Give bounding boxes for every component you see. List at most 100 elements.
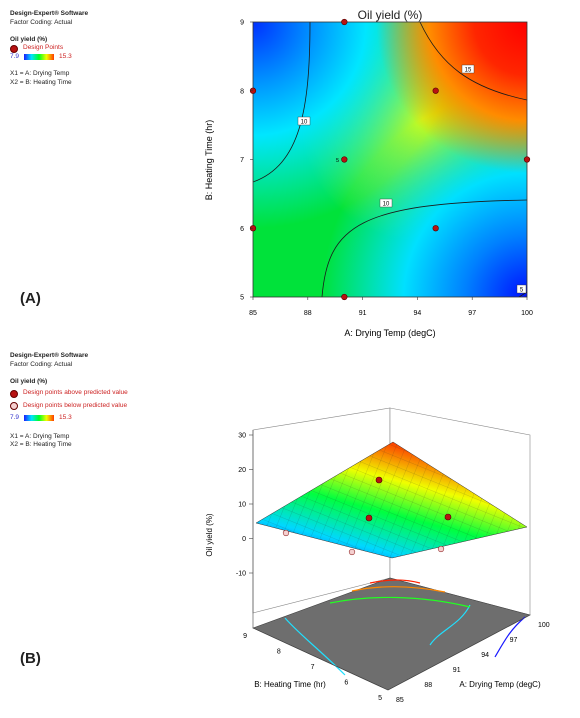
z-tick-label: 0 bbox=[242, 536, 246, 543]
z-tick-label: 20 bbox=[238, 467, 246, 474]
b-tick-label: 7 bbox=[311, 664, 315, 671]
floor-contour bbox=[369, 579, 421, 584]
contour-plot: 15 10 10 5 5 85 88 91 94 97 100 5 6 7 8 9 Oil yie… bbox=[204, 8, 533, 338]
y-tick-label: 9 bbox=[240, 20, 244, 27]
floor-contour bbox=[351, 586, 446, 593]
z-tick-label: -10 bbox=[236, 571, 246, 578]
a-tick-label: 97 bbox=[510, 637, 518, 644]
x-tick-label: 88 bbox=[304, 310, 312, 317]
surface-mesh bbox=[256, 442, 527, 558]
a-tick-label: 91 bbox=[453, 667, 461, 674]
svg-text:10: 10 bbox=[383, 202, 390, 208]
legend-software: Design-Expert® Software bbox=[10, 352, 89, 359]
z-tick-label: 30 bbox=[238, 433, 246, 440]
range-min: 7.9 bbox=[10, 413, 20, 421]
design-point bbox=[341, 156, 348, 163]
design-point-below bbox=[437, 545, 445, 553]
design-point-above bbox=[444, 513, 452, 521]
contour-line bbox=[253, 22, 311, 183]
design-point bbox=[523, 156, 531, 163]
range-max: 15.3 bbox=[59, 413, 72, 421]
b-tick-label: 6 bbox=[344, 680, 348, 687]
panel-a-contour: Design-Expert® Software Factor Coding: A… bbox=[0, 0, 580, 345]
legend-points: Design Points bbox=[23, 44, 64, 52]
panel-b-surface: Design-Expert® Software Factor Coding: A… bbox=[0, 345, 580, 718]
floor-contour bbox=[329, 596, 471, 608]
x-axis-label: A: Drying Temp (degC) bbox=[344, 328, 435, 338]
x-tick-label: 100 bbox=[521, 310, 533, 317]
color-gradient-bar bbox=[24, 415, 55, 422]
a-axis-ticks: 85 88 91 94 97 100 bbox=[396, 622, 550, 704]
y-tick-label: 8 bbox=[240, 88, 244, 95]
contour-line bbox=[419, 22, 527, 101]
range-max: 15.3 bbox=[59, 53, 72, 61]
legend-response: Oil yield (%) bbox=[10, 377, 48, 385]
a-axis-line bbox=[387, 614, 531, 691]
b-axis-line bbox=[252, 627, 389, 691]
design-point-icon bbox=[10, 44, 18, 53]
legend-coding: Factor Coding: Actual bbox=[10, 18, 73, 26]
z-axis-label: Oil yield (%) bbox=[205, 513, 214, 556]
b-tick-label: 5 bbox=[378, 695, 382, 702]
x-axis-ticks: 85 88 91 94 97 100 bbox=[249, 297, 533, 317]
b-axis-label: B: Heating Time (hr) bbox=[254, 680, 326, 689]
design-point-below bbox=[282, 529, 290, 537]
panel-b-label: (B) bbox=[20, 650, 41, 667]
design-point bbox=[432, 225, 439, 232]
legend-x1: X1 = A: Drying Temp bbox=[10, 69, 70, 77]
floor-contour bbox=[284, 617, 346, 676]
contour-label-10b: 10 bbox=[379, 198, 393, 208]
center-point-count: 5 bbox=[336, 158, 339, 164]
color-gradient-bar bbox=[24, 54, 55, 61]
design-point bbox=[341, 293, 348, 301]
x-tick-label: 91 bbox=[359, 310, 367, 317]
chart-title: Oil yield (%) bbox=[358, 8, 423, 22]
b-tick-label: 9 bbox=[243, 633, 247, 640]
b-axis-ticks: 5 6 7 8 9 bbox=[243, 633, 382, 702]
design-points bbox=[249, 18, 531, 301]
contour-label-10a: 10 bbox=[297, 116, 311, 126]
a-tick-label: 94 bbox=[481, 652, 489, 659]
design-point-above bbox=[365, 514, 373, 522]
contour-line bbox=[321, 199, 527, 297]
a-axis-label: A: Drying Temp (degC) bbox=[459, 680, 541, 689]
legend-a: Design-Expert® Software Factor Coding: A… bbox=[10, 10, 88, 87]
a-tick-label: 88 bbox=[424, 682, 432, 689]
legend-below: Design points below predicted value bbox=[23, 402, 128, 410]
point-above-icon bbox=[10, 389, 18, 398]
floor-contour bbox=[429, 604, 471, 646]
contour-field bbox=[253, 22, 527, 297]
design-point-below bbox=[348, 548, 356, 556]
y-tick-label: 7 bbox=[240, 157, 244, 164]
legend-software: Design-Expert® Software bbox=[10, 10, 89, 17]
legend-coding: Factor Coding: Actual bbox=[10, 360, 73, 368]
z-tick-label: 10 bbox=[238, 502, 246, 509]
design-point bbox=[341, 18, 348, 26]
y-tick-label: 6 bbox=[240, 226, 244, 233]
design-point bbox=[432, 87, 439, 94]
z-axis-ticks: 30 20 10 0 -10 bbox=[236, 433, 253, 578]
y-axis-ticks: 5 6 7 8 9 bbox=[240, 20, 253, 302]
legend-above: Design points above predicted value bbox=[23, 389, 128, 397]
x-tick-label: 94 bbox=[414, 310, 422, 317]
x-tick-label: 97 bbox=[468, 310, 476, 317]
svg-text:5: 5 bbox=[520, 288, 524, 294]
b-tick-label: 8 bbox=[277, 649, 281, 656]
a-tick-label: 100 bbox=[538, 622, 550, 629]
y-axis-label: B: Heating Time (hr) bbox=[204, 120, 214, 201]
svg-text:15: 15 bbox=[465, 68, 472, 74]
point-below-icon bbox=[10, 402, 18, 411]
legend-x1: X1 = A: Drying Temp bbox=[10, 432, 70, 440]
contour-label-5: 5 bbox=[516, 284, 527, 294]
legend-x2: X2 = B: Heating Time bbox=[10, 78, 72, 86]
contour-label-15: 15 bbox=[461, 64, 475, 74]
y-tick-label: 5 bbox=[240, 295, 244, 302]
legend-b: Design-Expert® Software Factor Coding: A… bbox=[10, 352, 128, 450]
design-point-above bbox=[375, 476, 383, 484]
panel-a-label: (A) bbox=[20, 290, 41, 307]
floor-contour bbox=[494, 616, 526, 658]
svg-text:10: 10 bbox=[301, 120, 308, 126]
x-tick-label: 85 bbox=[249, 310, 257, 317]
legend-response: Oil yield (%) bbox=[10, 35, 48, 43]
